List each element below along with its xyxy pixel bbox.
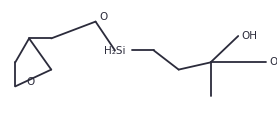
Text: O: O [99,12,107,22]
Text: OH: OH [270,57,277,67]
Text: O: O [26,77,35,87]
Text: H₂Si: H₂Si [104,46,125,56]
Text: OH: OH [242,31,258,41]
